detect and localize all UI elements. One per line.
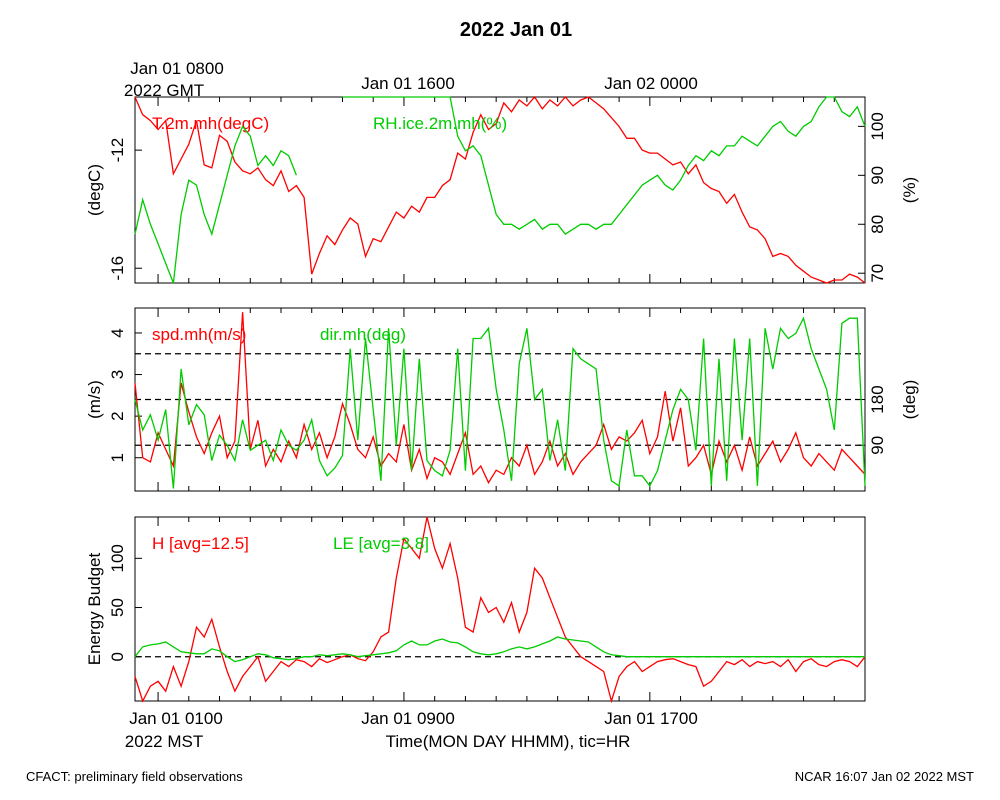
y-tick-label-right-0-0: 70 — [868, 264, 887, 283]
panels-group: -12 -16 70 80 90 100 (degC) (%) T.2m.mh(degC) RH.… — [85, 95, 919, 704]
y-tick-label-right-1-0: 90 — [868, 436, 887, 455]
y-tick-label-left-2-1: 50 — [108, 598, 127, 617]
legend-label-2-0: H [avg=12.5] — [152, 534, 249, 553]
legend-label-1-0: spd.mh(m/s) — [152, 325, 246, 344]
bottom-axis-tick-label-2: Jan 01 1700 — [604, 709, 698, 728]
y-tick-label-left-1-2: 3 — [108, 370, 127, 379]
series-line-0-0 — [134, 95, 866, 284]
y-tick-label-right-0-2: 90 — [868, 166, 887, 185]
chart-title: 2022 Jan 01 — [460, 19, 572, 41]
y-axis-label-right-0: (%) — [900, 177, 919, 203]
y-tick-label-left-2-2: 100 — [108, 544, 127, 572]
y-tick-label-left-2-0: 0 — [108, 652, 127, 661]
legend-label-2-1: LE [avg=3.8] — [333, 534, 429, 553]
y-axis-label-left-2: Energy Budget — [85, 552, 104, 665]
legend-label-0-0: T.2m.mh(degC) — [152, 114, 269, 133]
panel-frame-0 — [134, 96, 866, 284]
legend-label-0-1: RH.ice.2m.mh(%) — [373, 114, 507, 133]
y-axis-label-right-1: (deg) — [900, 380, 919, 420]
series-line-2-0 — [134, 516, 866, 704]
y-axis-label-left-1: (m/s) — [85, 380, 104, 419]
top-axis-tick-label-0: Jan 01 0800 — [130, 59, 224, 78]
footer-left-note: CFACT: preliminary field observations — [26, 769, 243, 784]
y-tick-label-left-0-0: -12 — [108, 138, 127, 163]
bottom-axis-tick-label-1: Jan 01 0900 — [361, 709, 455, 728]
bottom-axis-sub-label: 2022 MST — [125, 732, 203, 751]
y-tick-label-right-0-1: 80 — [868, 215, 887, 234]
series-line-1-1 — [134, 316, 866, 489]
top-axis-sub-label: 2022 GMT — [124, 81, 204, 100]
y-tick-label-left-0-1: -16 — [108, 256, 127, 281]
y-tick-label-left-1-0: 1 — [108, 453, 127, 462]
series-line-1-0 — [134, 312, 866, 485]
panel-frame-2 — [134, 516, 866, 702]
y-tick-label-right-1-1: 180 — [868, 385, 887, 413]
series-line-0-1 — [134, 96, 866, 284]
x-axis-label: Time(MON DAY HHMM), tic=HR — [386, 732, 631, 751]
series-line-2-1 — [134, 636, 865, 663]
top-axis-tick-label-2: Jan 02 0000 — [604, 74, 698, 93]
y-tick-label-right-0-3: 100 — [868, 112, 887, 140]
y-tick-label-left-1-1: 2 — [108, 411, 127, 420]
top-axis-tick-label-1: Jan 01 1600 — [361, 74, 455, 93]
y-axis-label-left-0: (degC) — [85, 164, 104, 216]
bottom-axis-tick-label-0: Jan 01 0100 — [129, 709, 223, 728]
y-tick-label-left-1-3: 4 — [108, 328, 127, 337]
legend-label-1-1: dir.mh(deg) — [320, 325, 406, 344]
footer-right-note: NCAR 16:07 Jan 02 2022 MST — [795, 769, 974, 784]
